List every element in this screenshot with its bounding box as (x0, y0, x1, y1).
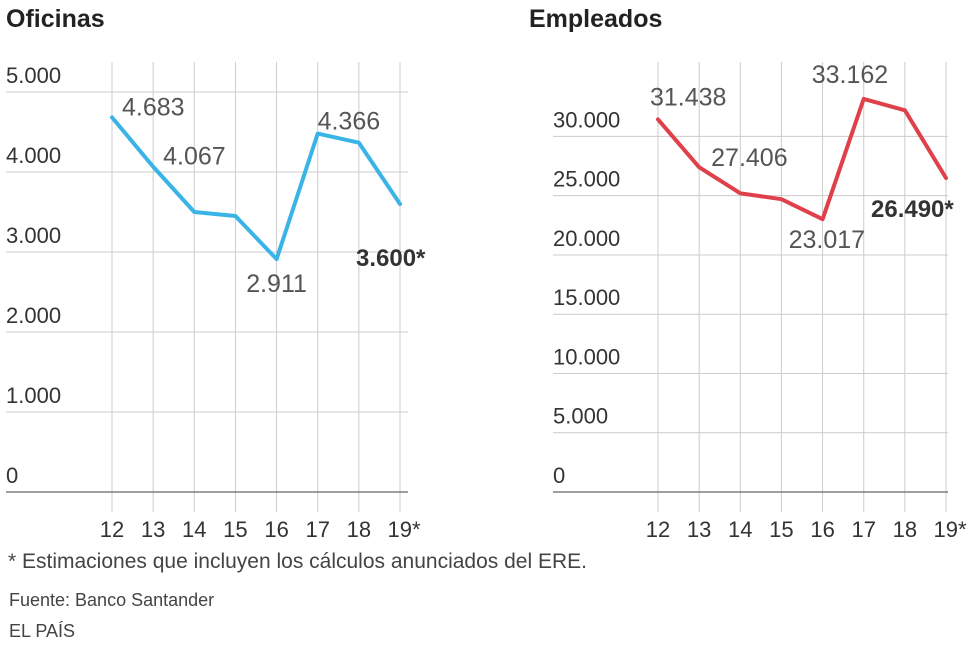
footnote: * Estimaciones que incluyen los cálculos… (8, 550, 587, 573)
x-tick-label: 13 (687, 517, 711, 542)
data-label: 4.683 (122, 93, 185, 121)
series-line-oficinas (110, 115, 402, 262)
y-tick-label: 25.000 (553, 167, 620, 192)
x-tick-label: 18 (893, 517, 917, 542)
y-tick-label: 15.000 (553, 285, 620, 310)
x-tick-label: 16 (810, 517, 834, 542)
y-tick-label: 5.000 (553, 404, 608, 429)
charts-canvas: Oficinas 0 1.000 2.000 3.000 4.000 5.000 12 13 14… (6, 5, 967, 542)
y-tick-label: 5.000 (6, 63, 61, 88)
data-label: 3.600* (356, 245, 426, 272)
y-tick-label: 3.000 (6, 223, 61, 248)
y-tick-label: 2.000 (6, 303, 61, 328)
y-tick-label: 10.000 (553, 344, 620, 369)
x-tick-label: 15 (223, 517, 247, 542)
x-tick-label: 16 (264, 517, 288, 542)
data-label: 2.911 (246, 270, 307, 298)
credit: EL PAÍS (9, 621, 76, 641)
chart-empleados: Empleados 0 5.000 10.000 15.000 20.000 25.000 3… (529, 5, 967, 542)
source-note: Fuente: Banco Santander (9, 590, 215, 610)
data-label: 4.067 (163, 143, 226, 171)
chart-oficinas: Oficinas 0 1.000 2.000 3.000 4.000 5.000 12 13 14… (6, 5, 426, 542)
x-tick-label: 17 (305, 517, 329, 542)
y-tick-label: 30.000 (553, 107, 620, 132)
x-tick-label: 15 (769, 517, 793, 542)
y-tick-label: 0 (6, 463, 18, 488)
x-tick-label: 14 (182, 517, 206, 542)
data-label: 23.017 (789, 226, 865, 254)
x-tick-label: 19* (933, 517, 966, 542)
series-line-empleados (656, 96, 948, 222)
chart-title-oficinas: Oficinas (6, 5, 105, 33)
data-label: 4.366 (318, 108, 381, 136)
y-tick-label: 1.000 (6, 383, 61, 408)
data-label: 31.438 (650, 83, 726, 111)
x-tick-label: 13 (141, 517, 165, 542)
y-tick-label: 0 (553, 463, 565, 488)
chart-title-empleados: Empleados (529, 5, 662, 33)
y-tick-label: 20.000 (553, 226, 620, 251)
x-tick-label: 14 (728, 517, 752, 542)
x-tick-label: 19* (387, 517, 420, 542)
x-tick-label: 17 (851, 517, 875, 542)
x-tick-label: 12 (100, 517, 124, 542)
data-label: 27.406 (711, 144, 787, 172)
x-tick-label: 18 (347, 517, 371, 542)
y-tick-label: 4.000 (6, 143, 61, 168)
x-tick-label: 12 (646, 517, 670, 542)
data-label: 26.490* (871, 196, 954, 223)
data-label: 33.162 (812, 61, 888, 89)
